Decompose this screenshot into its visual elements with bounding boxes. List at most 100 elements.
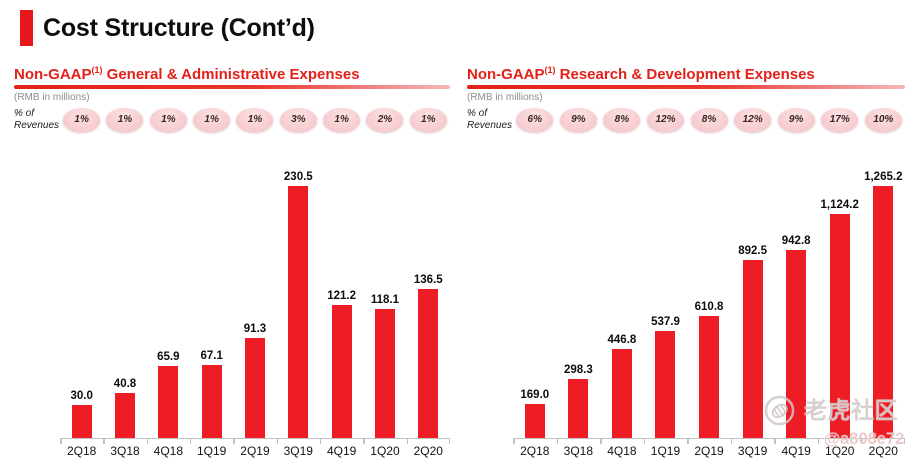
pct-bubble-cell: 12% bbox=[731, 107, 775, 132]
header-underline bbox=[467, 85, 905, 89]
pct-bubbles: 1% 1% 1% 1% 1% 3% 1% 2% 1% bbox=[60, 107, 450, 132]
pct-bubble-cell: 12% bbox=[644, 107, 688, 132]
pct-of-revenues-row: % of Revenues 1% 1% 1% 1% 1% 3% 1% 2% 1% bbox=[14, 107, 450, 132]
bar-value-label: 1,265.2 bbox=[864, 171, 903, 183]
category-label: 4Q18 bbox=[607, 444, 637, 458]
bar-value-label: 537.9 bbox=[651, 316, 680, 328]
category-label: 3Q18 bbox=[563, 444, 594, 458]
pct-bubble-cell: 6% bbox=[513, 107, 557, 132]
bar-column: 30.0 bbox=[60, 390, 103, 438]
units-label: (RMB in millions) bbox=[14, 92, 90, 103]
bar-column: 942.8 bbox=[774, 235, 818, 438]
pct-bubble-cell: 1% bbox=[407, 107, 450, 132]
footnote-marker-icon: (1) bbox=[544, 65, 556, 75]
axis-tick bbox=[730, 439, 733, 444]
chart-title-rest: General & Administrative Expenses bbox=[102, 66, 360, 83]
x-axis bbox=[60, 438, 450, 444]
category-label: 2Q18 bbox=[66, 444, 97, 458]
bar-value-label: 169.0 bbox=[520, 389, 550, 401]
category-label: 4Q19 bbox=[326, 444, 357, 458]
bar-value-label: 298.3 bbox=[563, 364, 593, 376]
axis-tick bbox=[60, 439, 62, 444]
pct-bubble: 1% bbox=[409, 107, 447, 132]
bar-column: 118.1 bbox=[363, 294, 406, 438]
axis-tick bbox=[903, 439, 905, 444]
pct-bubble: 10% bbox=[864, 107, 902, 132]
category-label: 3Q18 bbox=[110, 444, 140, 458]
plot-left-spacer bbox=[14, 132, 60, 438]
chart-title-prefix: Non-GAAP bbox=[14, 66, 92, 83]
bar bbox=[331, 305, 352, 438]
slide-title-block: Cost Structure (Cont’d) bbox=[20, 10, 315, 46]
axis-tick bbox=[448, 439, 450, 444]
axis-tick bbox=[406, 439, 409, 444]
bar-value-label: 67.1 bbox=[200, 350, 223, 362]
pct-bubble-cell: 1% bbox=[60, 107, 103, 132]
pct-bubble: 9% bbox=[559, 107, 597, 132]
axis-tick bbox=[233, 439, 235, 444]
bar bbox=[114, 393, 135, 438]
bars-row: 30.0 40.8 65.9 67.1 91.3 230.5 121.2 118.1 136.5 bbox=[14, 132, 450, 438]
pct-of-revenues-label: % of Revenues bbox=[14, 108, 60, 132]
bar-value-label: 892.5 bbox=[738, 245, 767, 257]
pct-bubble-cell: 1% bbox=[320, 107, 363, 132]
bar-value-label: 1,124.2 bbox=[820, 199, 859, 211]
axis-tick bbox=[146, 439, 149, 444]
axis-tick bbox=[276, 439, 279, 444]
bar-value-label: 136.5 bbox=[413, 274, 443, 286]
pct-of-revenues-row: % of Revenues 6% 9% 8% 12% 8% 12% 9% 17% 10% bbox=[467, 107, 905, 132]
bar bbox=[829, 214, 850, 438]
bar bbox=[568, 379, 589, 438]
bar-column: 230.5 bbox=[277, 171, 320, 438]
bar-value-label: 91.3 bbox=[243, 323, 267, 335]
bar-column: 1,124.2 bbox=[818, 199, 862, 438]
bar-column: 40.8 bbox=[103, 378, 146, 438]
pct-bubble: 1% bbox=[323, 107, 361, 132]
pct-bubble: 1% bbox=[193, 107, 231, 132]
bar bbox=[244, 338, 265, 438]
bar-value-label: 942.8 bbox=[781, 235, 811, 247]
chart-title-rest: Research & Development Expenses bbox=[555, 66, 815, 83]
bar bbox=[655, 331, 676, 438]
pct-bubble-cell: 10% bbox=[862, 107, 906, 132]
header-underline bbox=[14, 85, 450, 89]
chart-title-ga: Non-GAAP(1) General & Administrative Exp… bbox=[14, 62, 450, 83]
pct-bubble: 17% bbox=[821, 107, 859, 132]
pct-bubble: 9% bbox=[777, 107, 815, 132]
bar-column: 298.3 bbox=[557, 364, 601, 438]
pct-bubble-cell: 8% bbox=[600, 107, 644, 132]
pct-label-line2: Revenues bbox=[14, 119, 60, 131]
axis-tick bbox=[513, 439, 515, 444]
watermark-handle: @a808e72 bbox=[824, 430, 905, 448]
bar-value-label: 30.0 bbox=[70, 390, 93, 402]
bar bbox=[742, 260, 763, 438]
chart-panel-ga-expenses: Non-GAAP(1) General & Administrative Exp… bbox=[14, 62, 450, 458]
pct-bubble: 6% bbox=[516, 107, 554, 132]
category-label: 2Q19 bbox=[694, 444, 724, 458]
pct-bubble: 1% bbox=[149, 107, 187, 132]
axis-tick bbox=[687, 439, 689, 444]
pct-bubble: 1% bbox=[63, 107, 101, 132]
pct-bubble: 8% bbox=[690, 107, 728, 132]
bar bbox=[201, 365, 222, 438]
category-row: 2Q18 3Q18 4Q18 1Q19 2Q19 3Q19 4Q19 1Q20 2Q20 bbox=[513, 444, 905, 458]
bars: 30.0 40.8 65.9 67.1 91.3 230.5 121.2 118.1 136.5 bbox=[60, 132, 450, 438]
pct-bubble-cell: 1% bbox=[103, 107, 146, 132]
axis-tick bbox=[861, 439, 863, 444]
bar-column: 65.9 bbox=[147, 351, 190, 438]
pct-bubble: 2% bbox=[366, 107, 404, 132]
pct-bubble-cell: 17% bbox=[818, 107, 862, 132]
category-label: 3Q19 bbox=[737, 444, 768, 458]
chart-panel-rd-expenses: Non-GAAP(1) Research & Development Expen… bbox=[467, 62, 905, 458]
watermark: 老虎社区 bbox=[764, 395, 898, 426]
bar-column: 67.1 bbox=[190, 350, 233, 438]
bar bbox=[699, 316, 720, 438]
axis-tick bbox=[600, 439, 602, 444]
bar-value-label: 65.9 bbox=[157, 351, 180, 363]
axis-tick bbox=[189, 439, 192, 444]
pct-label-line1: % of bbox=[467, 107, 488, 119]
pct-bubble: 3% bbox=[279, 107, 317, 132]
axis-tick bbox=[319, 439, 322, 444]
pct-bubble-cell: 9% bbox=[774, 107, 818, 132]
